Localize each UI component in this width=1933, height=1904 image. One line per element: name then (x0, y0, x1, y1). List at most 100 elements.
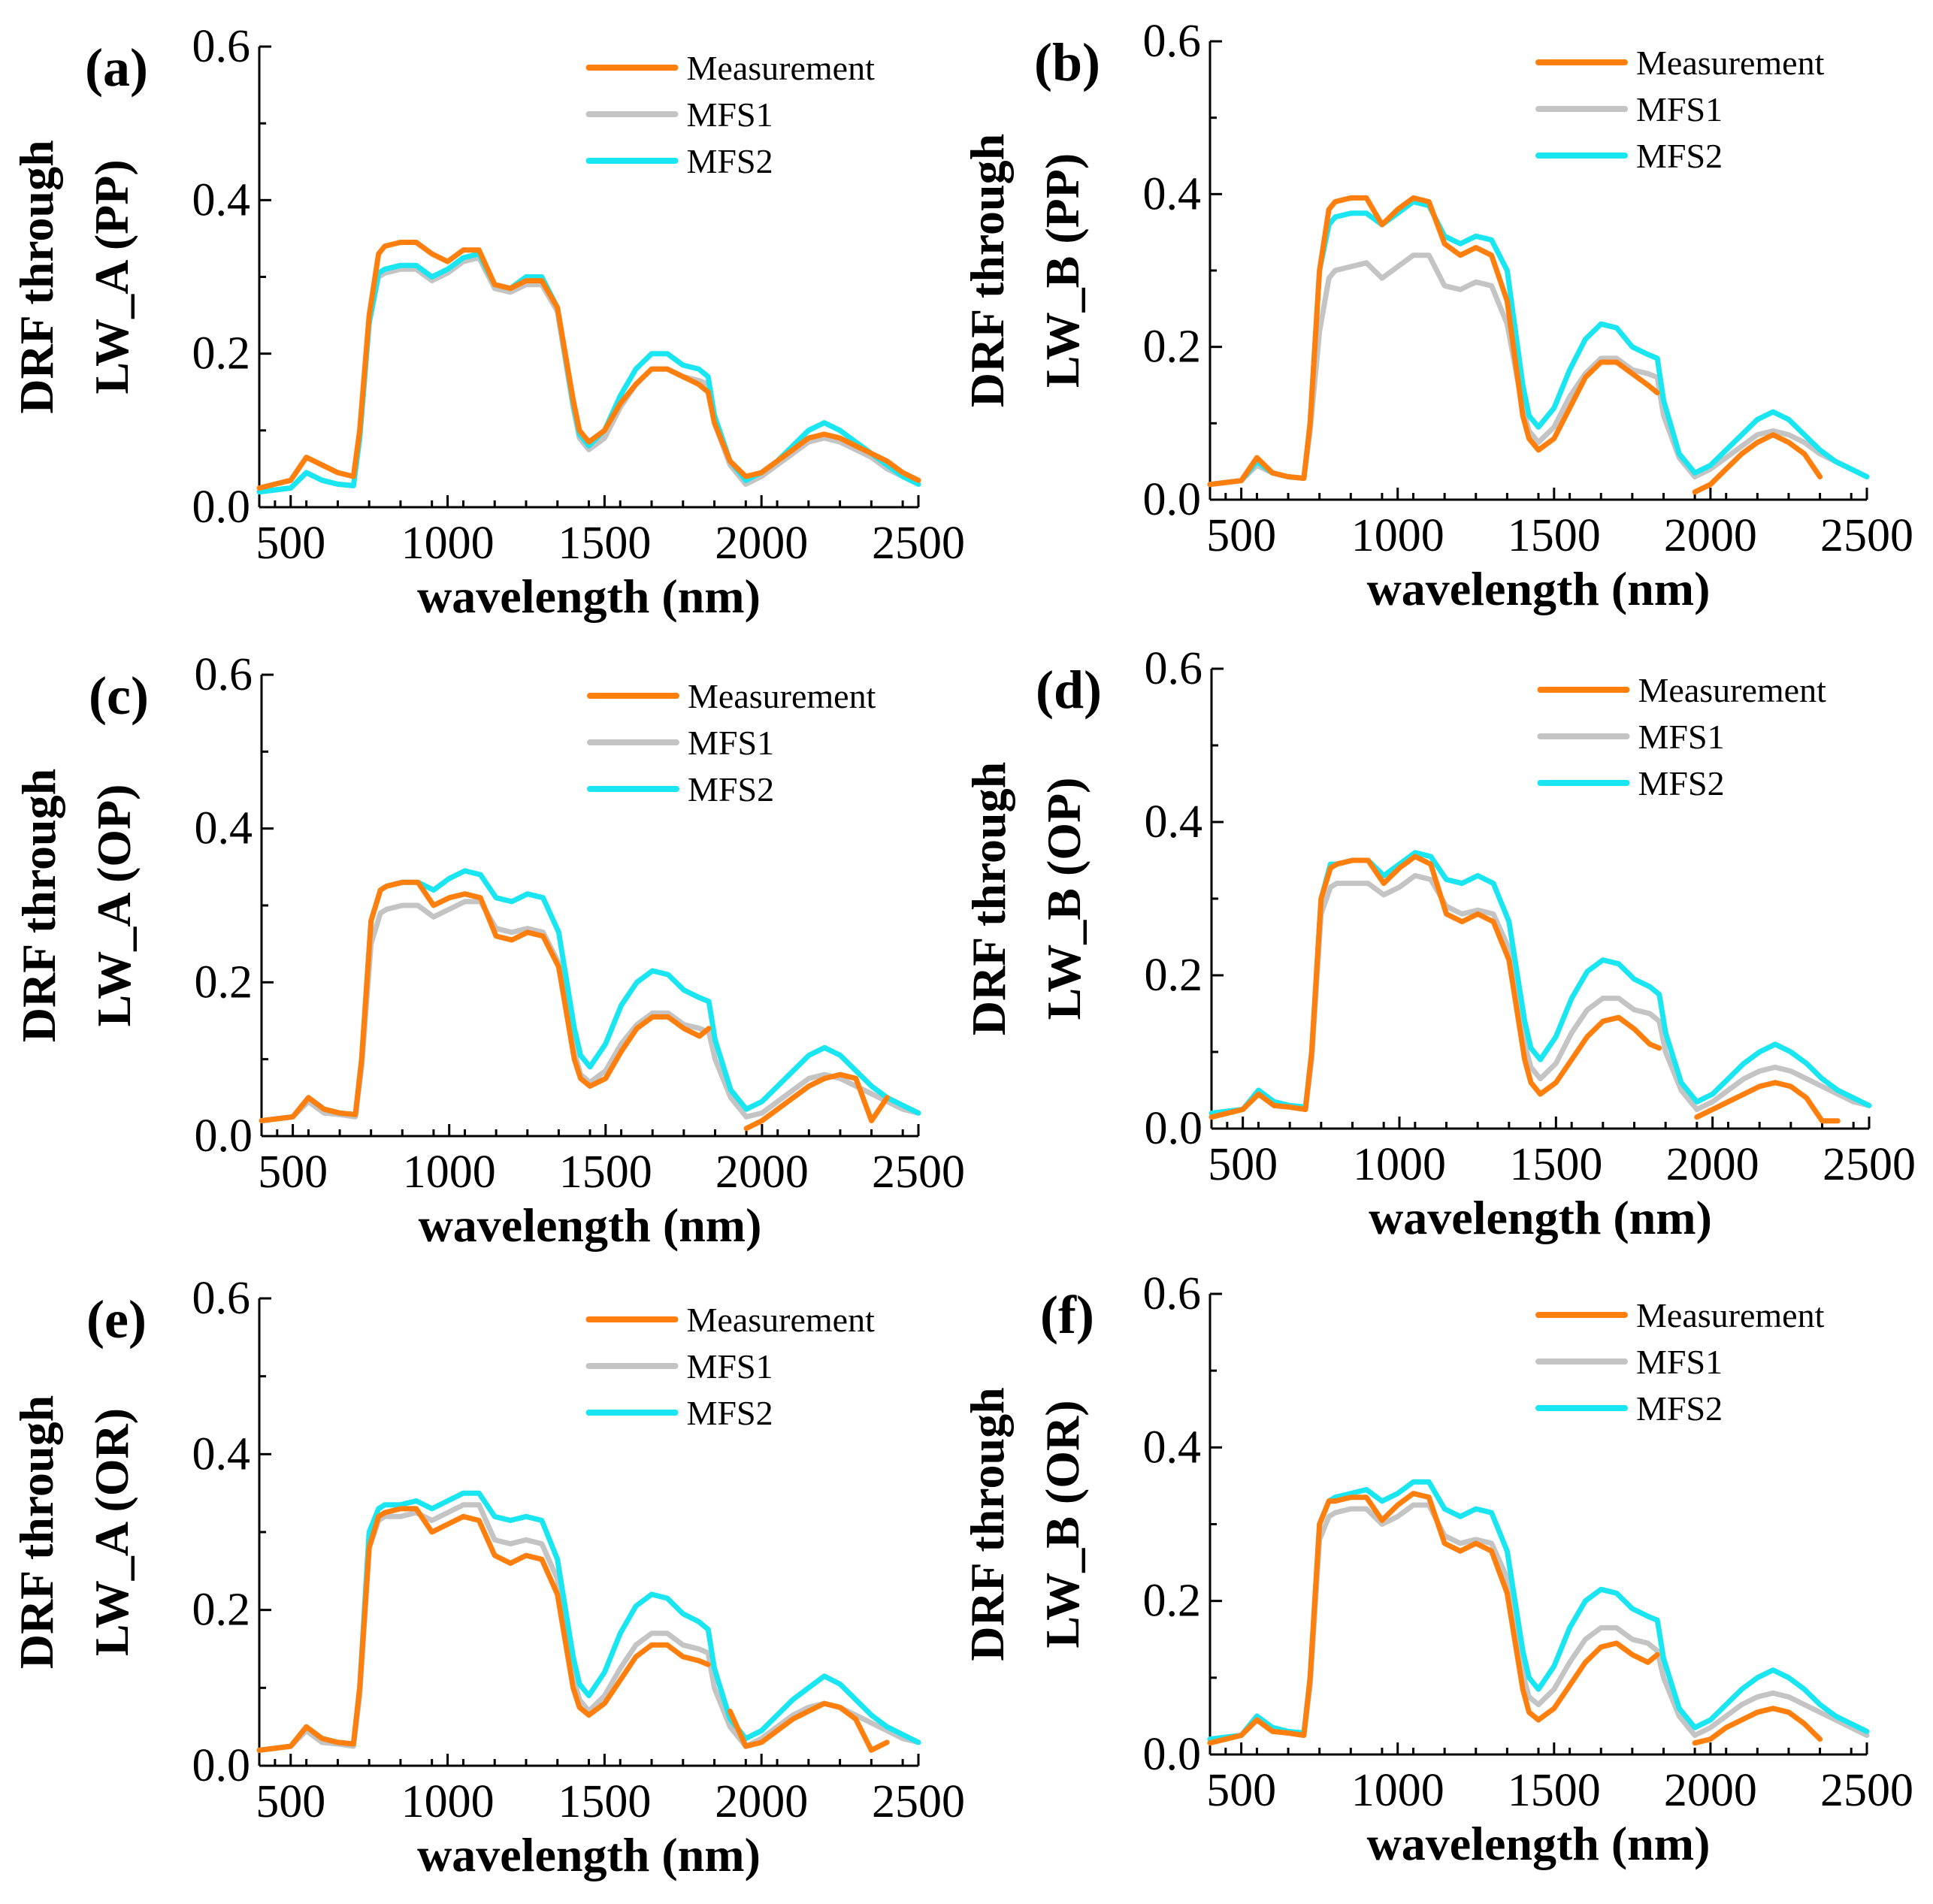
panel-label: (b) (1034, 32, 1100, 92)
panel-label: (a) (85, 38, 148, 98)
panel-label: (c) (89, 666, 149, 726)
y-tick-label: 0.4 (195, 803, 253, 854)
legend-label: MFS2 (687, 1394, 773, 1432)
legend-label: MFS2 (1636, 1389, 1723, 1428)
x-axis-title: wavelength (nm) (417, 570, 761, 623)
legend-label: Measurement (1638, 671, 1827, 709)
y-axis-title-line1: DRF through (962, 762, 1015, 1036)
y-tick-label: 0.4 (1145, 796, 1203, 848)
x-tick-label: 500 (1208, 1139, 1278, 1190)
x-axis-title: wavelength (nm) (419, 1198, 762, 1252)
legend-label: MFS1 (688, 724, 774, 762)
x-tick-label: 1000 (1351, 510, 1444, 561)
series-line-measurement (1209, 854, 1841, 1124)
legend-label: MFS1 (1636, 1343, 1723, 1381)
x-tick-label: 1500 (1508, 510, 1601, 561)
y-tick-label: 0.6 (1143, 16, 1202, 67)
x-tick-label: 2500 (872, 1147, 965, 1198)
legend-label: Measurement (688, 677, 876, 715)
legend-label: MFS1 (687, 95, 773, 134)
legend-label: MFS1 (687, 1347, 773, 1386)
y-tick-label: 0.4 (1143, 1422, 1202, 1473)
y-tick-label: 0.4 (192, 1428, 251, 1479)
chart-panel-1: 0.0 0.2 0.4 0.6 500 1000 1500 2000 2500 wavelengt… (10, 21, 965, 623)
series-line-mfs1 (1209, 872, 1872, 1117)
x-tick-label: 500 (256, 1776, 325, 1827)
series-line-mfs2 (256, 1490, 921, 1753)
series-line-measurement (1207, 195, 1823, 495)
x-tick-label: 2500 (1823, 1139, 1916, 1190)
y-tick-label: 0.6 (195, 649, 253, 700)
x-tick-label: 1500 (1508, 1765, 1601, 1816)
y-tick-label: 0.0 (1143, 1729, 1202, 1780)
series-line-measurement (256, 1506, 890, 1753)
y-tick-label: 0.6 (192, 21, 251, 72)
legend-label: MFS1 (1636, 90, 1723, 128)
y-tick-label: 0.2 (1143, 1576, 1202, 1627)
y-tick-label: 0.2 (195, 957, 253, 1008)
chart-panel-5: 0.0 0.2 0.4 0.6 500 1000 1500 2000 2500 wavelengt… (10, 1273, 965, 1881)
y-tick-label: 0.2 (1143, 322, 1202, 373)
y-axis-title-line2: LW_B (OP) (1037, 778, 1091, 1020)
y-tick-label: 0.6 (1145, 643, 1203, 694)
x-tick-label: 500 (1206, 510, 1276, 561)
y-tick-label: 0.6 (192, 1273, 251, 1324)
legend-label: Measurement (1636, 44, 1825, 82)
series-line-measurement (256, 240, 921, 491)
x-axis-title: wavelength (nm) (417, 1828, 761, 1881)
y-axis-title-line1: DRF through (10, 140, 63, 414)
x-tick-label: 1000 (401, 1776, 495, 1827)
y-axis-title-line2: LW_B (PP) (1036, 153, 1089, 388)
legend-label: MFS2 (687, 142, 773, 180)
x-tick-label: 500 (256, 518, 325, 569)
panel-label: (d) (1036, 660, 1102, 720)
y-tick-label: 0.6 (1143, 1268, 1202, 1319)
legend-label: MFS2 (1638, 764, 1725, 802)
x-axis-title: wavelength (nm) (1367, 562, 1711, 615)
legend-label: Measurement (1636, 1296, 1825, 1334)
x-axis-title: wavelength (nm) (1367, 1817, 1711, 1870)
x-tick-label: 2000 (715, 1776, 808, 1827)
series-line-mfs1 (1207, 252, 1870, 488)
y-tick-label: 0.2 (192, 328, 251, 379)
y-axis-title-line2: LW_A (OR) (85, 1408, 138, 1656)
y-tick-label: 0.4 (1143, 168, 1202, 219)
x-tick-label: 2500 (1820, 1765, 1913, 1816)
y-tick-label: 0.0 (1145, 1103, 1203, 1154)
panel-label: (f) (1040, 1285, 1094, 1345)
x-tick-label: 2000 (1666, 1139, 1759, 1190)
x-axis-title: wavelength (nm) (1369, 1191, 1712, 1244)
y-tick-label: 0.2 (192, 1585, 251, 1636)
x-tick-label: 2000 (1664, 510, 1757, 561)
x-tick-label: 500 (1206, 1765, 1276, 1816)
panel-label: (e) (86, 1289, 147, 1349)
x-tick-label: 2500 (1820, 510, 1913, 561)
series-line-mfs1 (259, 899, 921, 1123)
y-tick-label: 0.4 (192, 174, 251, 225)
series-line-measurement (1207, 1491, 1823, 1746)
x-tick-label: 2500 (872, 1776, 965, 1827)
series-line-measurement (259, 879, 890, 1132)
x-tick-label: 1500 (559, 1147, 652, 1198)
y-axis-title-line2: LW_A (OP) (87, 784, 141, 1027)
y-axis-title-line2: LW_B (OR) (1036, 1400, 1089, 1648)
x-tick-label: 500 (258, 1147, 328, 1198)
y-tick-label: 0.0 (1143, 474, 1202, 525)
y-tick-label: 0.0 (192, 1740, 251, 1791)
x-tick-label: 1500 (558, 1776, 651, 1827)
y-tick-label: 0.0 (192, 482, 251, 533)
chart-panel-6: 0.0 0.2 0.4 0.6 500 1000 1500 2000 2500 wavelengt… (960, 1268, 1913, 1870)
chart-panel-3: 0.0 0.2 0.4 0.6 500 1000 1500 2000 2500 wavelengt… (12, 649, 965, 1252)
legend-label: MFS2 (688, 770, 774, 808)
chart-panel-2: 0.0 0.2 0.4 0.6 500 1000 1500 2000 2500 wavelengt… (960, 16, 1913, 615)
y-tick-label: 0.0 (195, 1111, 253, 1162)
legend-label: Measurement (687, 49, 876, 87)
x-tick-label: 2000 (715, 518, 808, 569)
series-line-mfs1 (1207, 1502, 1870, 1742)
y-axis-title-line1: DRF through (10, 1395, 63, 1670)
y-axis-title-line1: DRF through (960, 1387, 1014, 1661)
y-tick-label: 0.2 (1145, 950, 1203, 1001)
y-axis-title-line1: DRF through (960, 134, 1014, 408)
y-axis-title-line2: LW_A (PP) (85, 159, 138, 394)
